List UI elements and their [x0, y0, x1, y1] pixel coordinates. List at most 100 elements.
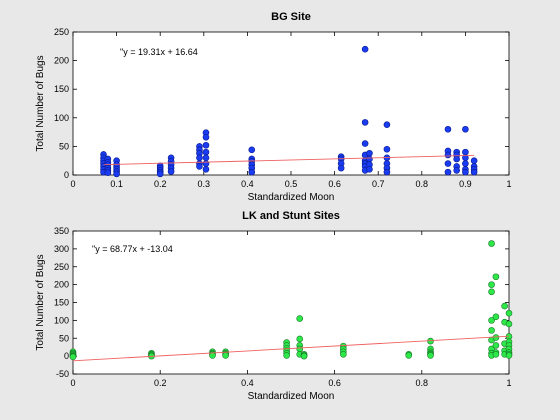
data-point: [492, 351, 500, 358]
data-point: [470, 168, 478, 176]
data-point: [383, 168, 391, 176]
data-point: [248, 146, 256, 154]
data-point: [492, 273, 500, 281]
fit-line: [72, 335, 510, 362]
y-axis-label: Total Number of Bugs: [35, 55, 46, 151]
data-point: [492, 342, 500, 349]
data-point: [505, 320, 513, 328]
data-point: [156, 170, 164, 178]
data-point: [462, 125, 469, 133]
fit-equation: "y = 19.31x + 16.64: [120, 47, 198, 57]
data-point: [202, 148, 210, 156]
data-point: [366, 165, 373, 173]
x-tick-label: 0: [70, 179, 75, 189]
x-tick-label: 1: [506, 378, 511, 388]
y-tick-label: 150: [54, 84, 69, 94]
data-point: [104, 169, 112, 177]
data-point: [444, 151, 452, 159]
data-point: [202, 160, 210, 167]
x-tick-label: 0.8: [416, 378, 429, 388]
x-tick-label: 0.8: [416, 179, 429, 189]
fit-line: [103, 154, 475, 166]
data-point: [202, 165, 210, 173]
data-point: [248, 168, 256, 176]
plot-area: [72, 31, 510, 176]
y-tick-label: 300: [54, 244, 69, 254]
data-point: [209, 352, 216, 359]
data-point: [405, 352, 413, 359]
data-point: [488, 240, 495, 247]
data-point: [488, 281, 495, 288]
data-point: [202, 154, 210, 162]
data-point: [283, 352, 290, 359]
x-tick-label: 0.6: [328, 378, 341, 388]
data-point: [196, 154, 203, 162]
data-point: [492, 313, 500, 321]
x-axis-label: Standardized Moon: [248, 391, 335, 402]
data-point: [196, 163, 203, 170]
data-point: [366, 155, 373, 163]
data-point: [113, 170, 120, 178]
y-tick-label: 100: [54, 315, 69, 325]
x-tick-label: 0.4: [241, 378, 254, 388]
chart-title: BG Site: [271, 11, 311, 23]
x-tick-label: 0: [70, 378, 75, 388]
data-point: [453, 155, 460, 163]
data-point: [462, 168, 469, 176]
x-tick-label: 0.1: [110, 179, 123, 189]
data-point: [488, 288, 495, 296]
x-axis-label: Standardized Moon: [248, 192, 335, 203]
y-tick-label: 0: [64, 170, 69, 180]
data-point: [444, 168, 452, 176]
y-tick-label: -50: [56, 369, 69, 379]
y-tick-label: 250: [54, 262, 69, 272]
data-point: [361, 119, 369, 126]
data-point: [340, 351, 347, 358]
data-point: [444, 125, 452, 133]
x-tick-label: 0.3: [198, 179, 211, 189]
x-tick-label: 0.2: [154, 378, 167, 388]
x-tick-label: 0.5: [285, 179, 298, 189]
data-point: [167, 168, 175, 175]
data-point: [296, 335, 304, 343]
data-point: [453, 167, 460, 174]
data-point: [488, 327, 495, 334]
x-tick-label: 1: [506, 179, 511, 189]
data-point: [202, 141, 210, 149]
data-point: [337, 164, 345, 172]
data-point: [492, 334, 500, 341]
data-point: [488, 317, 495, 324]
data-point: [296, 315, 304, 322]
data-point: [444, 160, 452, 167]
data-point: [470, 157, 478, 164]
y-axis-label: Total Number of Bugs: [35, 254, 46, 350]
data-point: [462, 160, 469, 167]
y-tick-label: 150: [54, 298, 69, 308]
data-point: [462, 148, 469, 156]
chart-bg-site: BG Site 0 0.1 0.2 0.3 0.4 0.5 0.6 0.7 0.8 0.9 1 0 50 1…: [35, 11, 512, 203]
data-point: [505, 352, 513, 359]
x-tick-label: 0.9: [459, 179, 472, 189]
y-tick-label: 0: [64, 351, 69, 361]
data-point: [501, 302, 508, 310]
x-tick-label: 0.7: [372, 179, 385, 189]
y-tick-label: 50: [59, 333, 69, 343]
data-point: [222, 352, 229, 359]
x-tick-label: 0.2: [154, 179, 167, 189]
data-point: [505, 309, 513, 317]
data-point: [383, 145, 391, 153]
data-point: [69, 353, 77, 361]
y-tick-label: 50: [59, 141, 69, 151]
fit-equation: "y = 68.77x + -13.04: [92, 244, 173, 254]
data-point: [361, 140, 369, 147]
y-tick-label: 200: [54, 56, 69, 66]
data-point: [361, 45, 369, 53]
x-tick-label: 0.6: [328, 179, 341, 189]
y-tick-label: 250: [54, 27, 69, 37]
data-point: [202, 133, 210, 141]
y-tick-label: 350: [54, 226, 69, 236]
chart-title: LK and Stunt Sites: [242, 210, 340, 222]
y-tick-label: 100: [54, 113, 69, 123]
data-point: [427, 352, 434, 359]
